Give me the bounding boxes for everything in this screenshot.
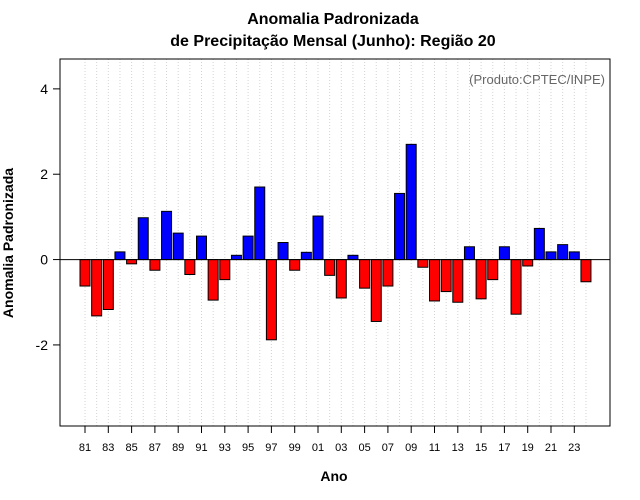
bar-81	[79, 259, 91, 287]
x-tick-label: 99	[289, 442, 301, 454]
credit-text: (Produto:CPTEC/INPE)	[469, 72, 605, 87]
bar-16	[487, 259, 499, 281]
bar-14	[463, 246, 475, 261]
x-tick-label: 15	[475, 442, 487, 454]
chart-title-line-2: de Precipitação Mensal (Junho): Região 2…	[170, 33, 496, 50]
bar-03	[335, 259, 347, 299]
chart-title-line-1: Anomalia Padronizada	[247, 11, 419, 28]
bar-86	[137, 217, 149, 261]
y-axis-label: Anomalia Padronizada	[0, 168, 16, 318]
bar-09	[405, 143, 417, 261]
bar-20	[533, 227, 545, 261]
x-tick-label: 03	[335, 442, 347, 454]
bar-13	[452, 259, 464, 303]
bar-98	[277, 242, 289, 261]
bar-21	[545, 251, 557, 261]
x-tick-label: 13	[452, 442, 464, 454]
bar-88	[161, 210, 173, 261]
bar-11	[429, 259, 440, 302]
bar-02	[324, 259, 336, 276]
y-tick-label: 2	[40, 166, 48, 182]
bar-00	[300, 251, 312, 261]
bar-94	[230, 254, 242, 261]
x-tick-label: 87	[149, 442, 161, 454]
bar-01	[312, 215, 324, 261]
bar-92	[207, 259, 219, 301]
y-tick-label: 4	[40, 81, 48, 97]
bar-17	[498, 246, 510, 261]
bar-97	[265, 259, 277, 341]
bar-18	[510, 259, 522, 315]
bar-series	[79, 143, 592, 341]
x-axis-label: Ano	[320, 468, 347, 484]
x-tick-label: 85	[125, 442, 137, 454]
x-tick-label: 91	[195, 442, 207, 454]
x-tick-label: 07	[382, 442, 394, 454]
plot-frame	[59, 58, 611, 427]
bar-95	[242, 235, 254, 261]
bar-24	[580, 259, 592, 283]
x-tick-label: 11	[429, 442, 440, 454]
x-tick-label: 01	[312, 442, 324, 454]
bar-82	[91, 259, 103, 317]
bar-05	[359, 259, 371, 289]
x-tick-label: 23	[568, 442, 580, 454]
bar-10	[417, 259, 429, 268]
vertical-gridlines	[84, 59, 587, 426]
bar-96	[254, 186, 266, 261]
x-tick-label: 95	[242, 442, 254, 454]
bar-06	[370, 259, 382, 322]
bar-83	[102, 259, 114, 310]
bar-85	[126, 259, 138, 265]
x-tick-label: 21	[545, 442, 557, 454]
x-tick-label: 17	[498, 442, 510, 454]
bar-07	[382, 259, 394, 287]
x-axis: 81 83 85 87 89 91 93 95 97 99 01 03 05 07 09 11 13 15 17 19…	[79, 426, 580, 454]
bar-08	[394, 192, 406, 261]
x-tick-label: 97	[265, 442, 277, 454]
x-tick-label: 93	[219, 442, 231, 454]
bar-93	[219, 259, 231, 281]
bar-19	[522, 259, 534, 267]
bar-04	[347, 254, 359, 261]
bar-12	[440, 259, 452, 293]
y-tick-label: -2	[36, 337, 49, 353]
bar-89	[172, 232, 184, 261]
bar-23	[568, 251, 580, 261]
bar-90	[184, 259, 196, 276]
x-tick-label: 19	[522, 442, 534, 454]
y-tick-label: 0	[40, 252, 48, 268]
bar-87	[149, 259, 161, 271]
bar-84	[114, 251, 126, 261]
bar-91	[196, 235, 207, 261]
x-tick-label: 09	[405, 442, 417, 454]
bar-15	[475, 259, 487, 300]
bar-22	[557, 244, 569, 261]
x-tick-label: 81	[79, 442, 91, 454]
x-tick-label: 05	[358, 442, 370, 454]
x-tick-label: 89	[172, 442, 184, 454]
y-axis: -2 0 2 4	[36, 81, 60, 353]
x-tick-label: 83	[102, 442, 114, 454]
bar-99	[289, 259, 301, 271]
